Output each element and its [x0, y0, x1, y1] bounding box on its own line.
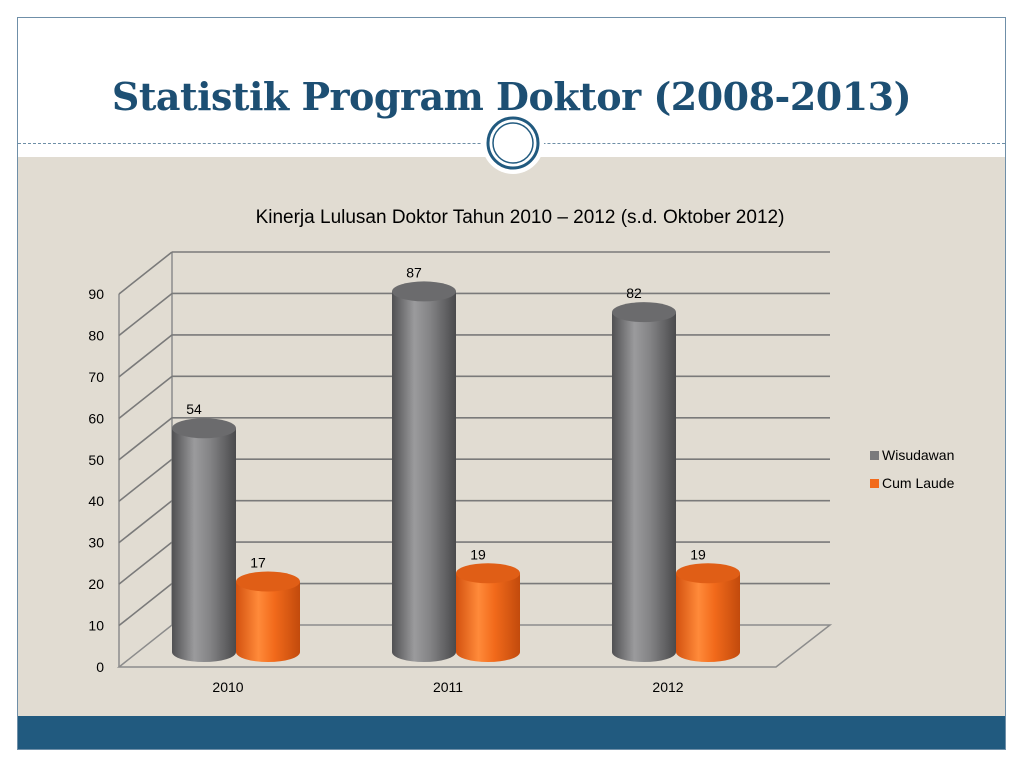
circle-ornament-icon	[482, 112, 544, 174]
data-label: 82	[626, 285, 642, 301]
bar-body	[236, 581, 300, 662]
bar-body	[612, 312, 676, 662]
x-tick-label: 2011	[433, 679, 463, 695]
y-tick-label: 10	[88, 618, 104, 634]
gridline-side	[118, 292, 173, 337]
y-tick-label: 40	[88, 493, 104, 509]
legend-label: Cum Laude	[882, 475, 955, 491]
gridline-side	[118, 500, 173, 544]
bar-top	[236, 571, 300, 592]
gridline-side	[118, 375, 173, 419]
bar-body	[172, 428, 236, 662]
y-tick-label: 80	[88, 327, 104, 343]
legend-label: Wisudawan	[882, 447, 954, 463]
y-tick-label: 90	[88, 286, 104, 302]
bar-cum-laude-2010: 17	[236, 555, 300, 662]
bar-body	[456, 573, 520, 662]
legend-swatch	[870, 479, 879, 488]
x-tick-label: 2012	[652, 679, 683, 695]
legend-item-wisudawan: Wisudawan	[870, 447, 954, 463]
bar-top	[172, 418, 236, 439]
bar-cum-laude-2012: 19	[676, 546, 740, 662]
gridline-side	[118, 541, 173, 585]
y-tick-label: 30	[88, 535, 104, 551]
bar-cum-laude-2011: 19	[456, 546, 520, 662]
data-label: 54	[186, 401, 202, 417]
legend-item-cum-laude: Cum Laude	[870, 475, 955, 491]
bar-wisudawan-2011: 87	[392, 264, 456, 662]
bar-top	[392, 281, 456, 302]
gridline-side	[118, 251, 173, 295]
bar-body	[392, 291, 456, 662]
bar-top	[612, 302, 676, 323]
x-tick-label: 2010	[212, 679, 243, 695]
gridline-side	[118, 417, 173, 461]
gridline-side	[118, 458, 173, 502]
y-tick-label: 60	[88, 410, 104, 426]
gridline-side	[118, 582, 173, 627]
slide-title: Statistik Program Doktor (2008-2013)	[111, 74, 912, 119]
chart-title: Kinerja Lulusan Doktor Tahun 2010 – 2012…	[256, 207, 785, 228]
y-tick-label: 70	[88, 369, 104, 385]
data-label: 17	[250, 555, 266, 571]
bar-body	[676, 573, 740, 662]
footer-bar	[18, 716, 1005, 749]
gridline-side	[118, 334, 173, 378]
bar-top	[676, 563, 740, 584]
chart-floor	[116, 624, 833, 668]
legend-swatch	[870, 451, 879, 460]
data-label: 19	[470, 546, 486, 562]
y-tick-label: 0	[96, 659, 104, 675]
bar-wisudawan-2010: 54	[172, 401, 236, 662]
y-tick-label: 50	[88, 452, 104, 468]
data-label: 87	[406, 264, 422, 280]
bar-top	[456, 563, 520, 584]
bar-wisudawan-2012: 82	[612, 285, 676, 662]
y-tick-label: 20	[88, 576, 104, 592]
data-label: 19	[690, 546, 706, 562]
